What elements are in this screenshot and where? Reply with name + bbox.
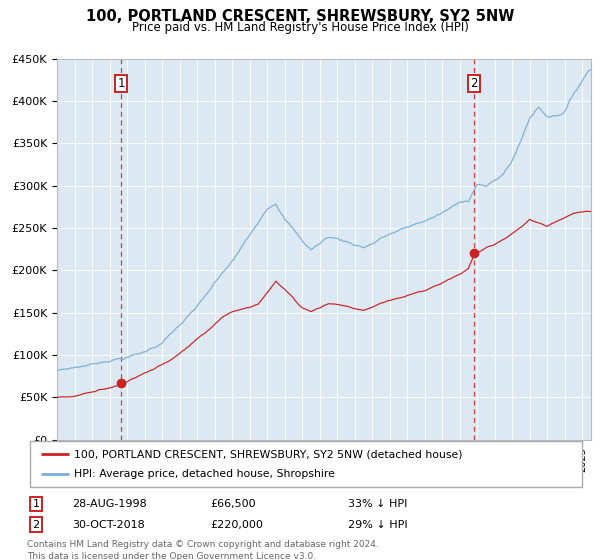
Text: 28-AUG-1998: 28-AUG-1998 (72, 499, 147, 509)
Text: 1: 1 (32, 499, 40, 509)
Text: 29% ↓ HPI: 29% ↓ HPI (348, 520, 407, 530)
Text: 100, PORTLAND CRESCENT, SHREWSBURY, SY2 5NW (detached house): 100, PORTLAND CRESCENT, SHREWSBURY, SY2 … (74, 449, 463, 459)
Text: 30-OCT-2018: 30-OCT-2018 (72, 520, 145, 530)
Text: 100, PORTLAND CRESCENT, SHREWSBURY, SY2 5NW: 100, PORTLAND CRESCENT, SHREWSBURY, SY2 … (86, 9, 514, 24)
Text: 1: 1 (118, 77, 125, 90)
Text: £220,000: £220,000 (210, 520, 263, 530)
Text: Contains HM Land Registry data © Crown copyright and database right 2024.: Contains HM Land Registry data © Crown c… (27, 540, 379, 549)
Text: £66,500: £66,500 (210, 499, 256, 509)
Text: 2: 2 (32, 520, 40, 530)
Text: 2: 2 (470, 77, 478, 90)
Text: 33% ↓ HPI: 33% ↓ HPI (348, 499, 407, 509)
Text: This data is licensed under the Open Government Licence v3.0.: This data is licensed under the Open Gov… (27, 552, 316, 560)
Text: Price paid vs. HM Land Registry's House Price Index (HPI): Price paid vs. HM Land Registry's House … (131, 21, 469, 34)
Text: HPI: Average price, detached house, Shropshire: HPI: Average price, detached house, Shro… (74, 469, 335, 479)
FancyBboxPatch shape (30, 441, 582, 487)
